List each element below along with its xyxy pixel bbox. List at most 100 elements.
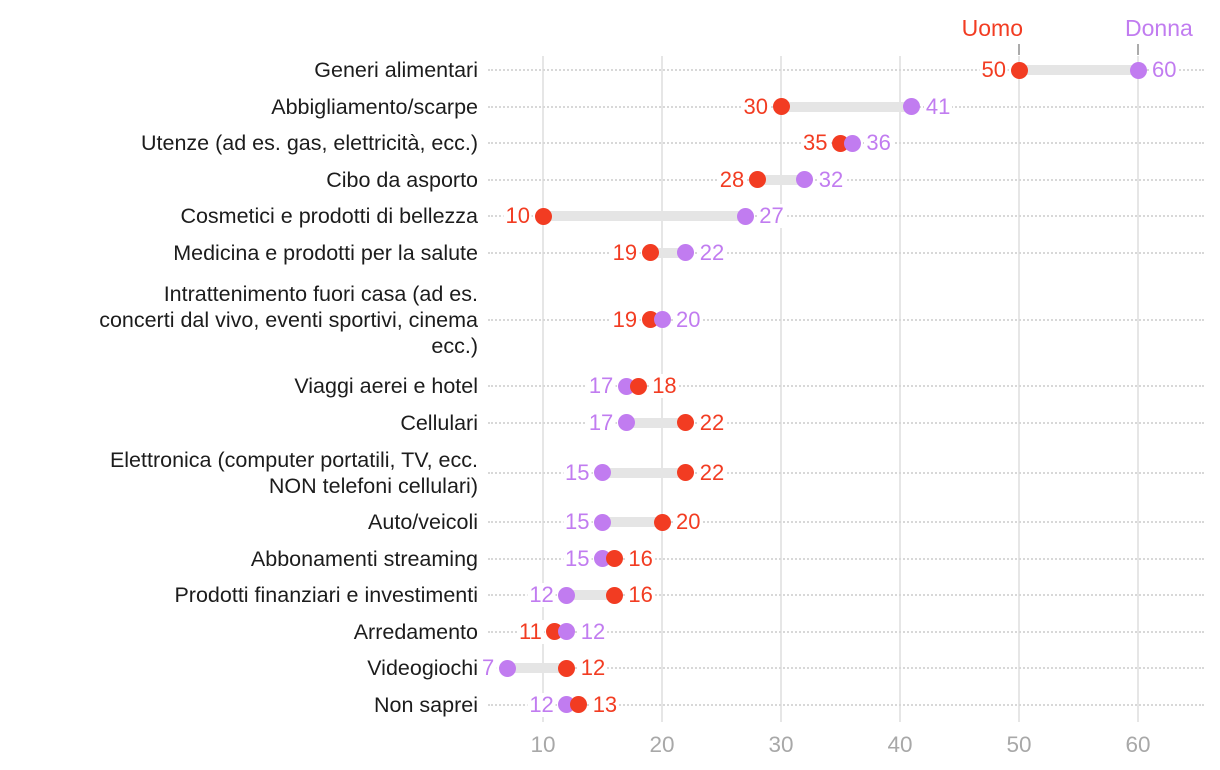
chart-row: Elettronica (computer portatili, TV, ecc… — [0, 441, 1220, 504]
category-label: Viaggi aerei e hotel — [294, 374, 478, 399]
gridline — [1018, 56, 1020, 722]
donna-value-label: 36 — [864, 130, 893, 156]
chart-row: Abbigliamento/scarpe 30 41 — [0, 89, 1220, 126]
uomo-dot[interactable] — [1010, 61, 1028, 79]
category-label: Medicina e prodotti per la salute — [173, 240, 478, 265]
uomo-dot[interactable] — [558, 659, 576, 677]
uomo-value-label: 13 — [590, 691, 620, 717]
row-dotted-line — [488, 178, 1204, 181]
donna-dot[interactable] — [594, 464, 611, 481]
category-label: Elettronica (computer portatili, TV, ecc… — [109, 447, 478, 498]
dumbbell-connector — [602, 467, 686, 478]
donna-value-label: 20 — [674, 306, 703, 332]
uomo-dot[interactable] — [570, 696, 588, 714]
category-label: Utenze (ad es. gas, elettricità, ecc.) — [141, 131, 478, 156]
row-dotted-line — [488, 421, 1204, 424]
chart-row: Generi alimentari 50 60 — [0, 52, 1220, 89]
row-dotted-line — [488, 594, 1204, 597]
row-dotted-line — [488, 69, 1204, 72]
uomo-value-label: 16 — [626, 582, 655, 608]
chart-row: Cosmetici e prodotti di bellezza 10 27 — [0, 198, 1220, 235]
row-plot-area: 16 12 — [488, 577, 1220, 614]
donna-value-label: 17 — [586, 373, 616, 399]
donna-value-label: 15 — [563, 545, 592, 571]
chart-rows: Generi alimentari 50 60 Abbigliamento/scarp… — [0, 52, 1220, 723]
donna-value-label: 15 — [563, 459, 592, 485]
category-label: Cosmetici e prodotti di bellezza — [180, 204, 478, 229]
donna-dot[interactable] — [677, 244, 695, 262]
dumbbell-connector — [781, 101, 912, 112]
category-label: Intrattenimento fuori casa (ad es. conce… — [99, 281, 478, 358]
uomo-value-label: 16 — [626, 545, 655, 571]
uomo-dot[interactable] — [653, 513, 671, 531]
donna-dot[interactable] — [843, 134, 861, 152]
chart-row: Prodotti finanziari e investimenti 16 12 — [0, 577, 1220, 614]
chart-row: Medicina e prodotti per la salute 19 22 — [0, 235, 1220, 272]
chart-row: Non saprei 13 12 — [0, 687, 1220, 724]
donna-value-label: 27 — [757, 203, 786, 229]
uomo-dot[interactable] — [677, 464, 695, 481]
category-label: Auto/veicoli — [368, 510, 478, 535]
uomo-value-label: 50 — [979, 57, 1008, 83]
uomo-value-label: 19 — [610, 239, 640, 265]
category-label: Generi alimentari — [314, 58, 478, 83]
donna-dot[interactable] — [736, 207, 754, 225]
uomo-value-label: 12 — [578, 655, 608, 681]
category-label: Cibo da asporto — [326, 167, 478, 192]
legend-leader-uomo — [1018, 44, 1020, 55]
donna-dot[interactable] — [903, 98, 921, 116]
row-dotted-line — [488, 385, 1204, 388]
donna-value-label: 12 — [578, 618, 608, 644]
dumbbell-connector — [543, 211, 746, 222]
x-tick-label: 30 — [768, 732, 794, 757]
donna-dot[interactable] — [498, 659, 516, 677]
donna-dot[interactable] — [796, 171, 814, 189]
donna-value-label: 12 — [527, 582, 556, 608]
donna-dot[interactable] — [617, 414, 635, 432]
category-label: Arredamento — [353, 619, 478, 644]
dumbbell-connector — [1019, 65, 1138, 76]
donna-dot[interactable] — [594, 513, 611, 531]
x-tick-label: 20 — [649, 732, 675, 757]
uomo-dot[interactable] — [677, 414, 695, 432]
uomo-dot[interactable] — [772, 98, 790, 116]
row-plot-area: 30 41 — [488, 89, 1220, 126]
dumbbell-connector — [507, 663, 567, 674]
chart-row: Auto/veicoli 20 15 — [0, 504, 1220, 541]
chart-row: Cibo da asporto 28 32 — [0, 162, 1220, 199]
uomo-dot[interactable] — [748, 171, 766, 189]
row-plot-area: 50 60 — [488, 52, 1220, 89]
uomo-value-label: 35 — [801, 130, 830, 156]
uomo-dot[interactable] — [605, 586, 623, 604]
x-tick-label: 10 — [530, 732, 556, 757]
donna-value-label: 12 — [527, 691, 556, 717]
uomo-value-label: 30 — [741, 93, 770, 119]
donna-dot[interactable] — [558, 623, 576, 641]
donna-dot[interactable] — [653, 311, 671, 328]
chart-row: Viaggi aerei e hotel 18 17 — [0, 368, 1220, 405]
uomo-dot[interactable] — [629, 377, 647, 395]
x-tick-label: 40 — [887, 732, 913, 757]
row-plot-area: 28 32 — [488, 162, 1220, 199]
category-label: Prodotti finanziari e investimenti — [174, 583, 478, 608]
row-plot-area: 35 36 — [488, 125, 1220, 162]
uomo-value-label: 28 — [717, 166, 747, 192]
donna-value-label: 32 — [816, 166, 846, 192]
chart-row: Arredamento 11 12 — [0, 614, 1220, 651]
donna-dot[interactable] — [1129, 61, 1147, 79]
uomo-value-label: 11 — [517, 618, 544, 644]
row-plot-area: 18 17 — [488, 368, 1220, 405]
row-dotted-line — [488, 630, 1204, 633]
chart-row: Cellulari 22 17 — [0, 405, 1220, 442]
row-dotted-line — [488, 557, 1204, 560]
row-dotted-line — [488, 703, 1204, 706]
row-dotted-line — [488, 215, 1204, 218]
row-plot-area: 22 17 — [488, 405, 1220, 442]
donna-dot[interactable] — [558, 586, 576, 604]
uomo-dot[interactable] — [605, 550, 623, 568]
chart-row: Intrattenimento fuori casa (ad es. conce… — [0, 271, 1220, 368]
uomo-dot[interactable] — [641, 244, 659, 262]
uomo-value-label: 20 — [674, 509, 703, 535]
legend-label-uomo: Uomo — [961, 15, 1023, 41]
uomo-dot[interactable] — [534, 207, 552, 225]
